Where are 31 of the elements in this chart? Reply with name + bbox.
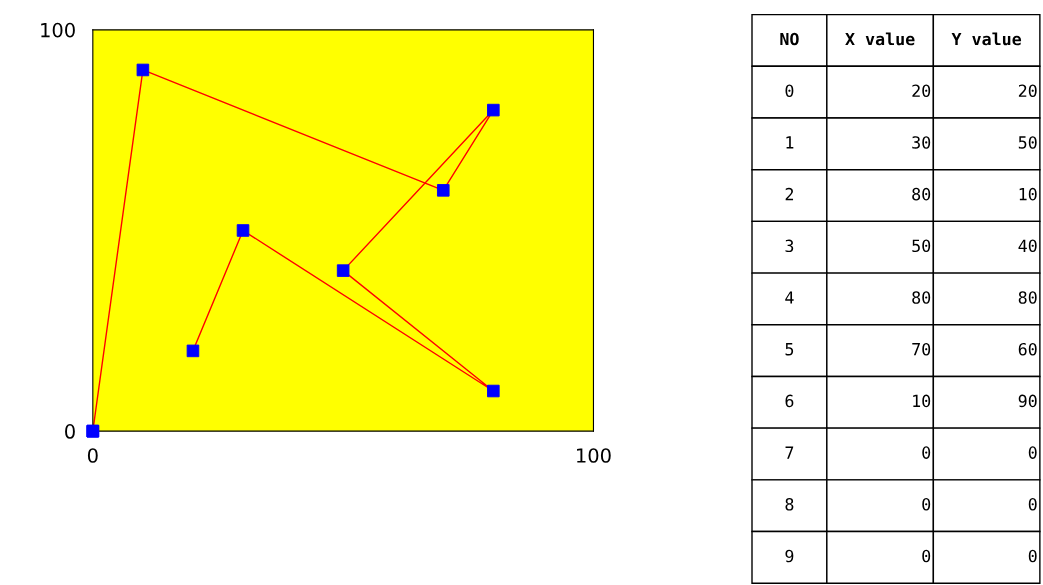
text: 40 [1018, 239, 1037, 253]
text: NO [780, 32, 799, 46]
text: 50 [1018, 136, 1037, 149]
text: 2 [785, 187, 794, 201]
text: 0 [922, 549, 931, 563]
text: 7 [785, 446, 794, 459]
text: 80 [912, 291, 931, 304]
text: 3 [785, 239, 794, 253]
text: 70 [912, 342, 931, 356]
text: 60 [1018, 342, 1037, 356]
text: 4 [785, 291, 794, 304]
text: 0 [1028, 549, 1037, 563]
text: 0 [785, 84, 794, 98]
text: 30 [912, 136, 931, 149]
text: X value [845, 32, 915, 46]
text: 10 [913, 394, 931, 408]
text: 10 [1019, 187, 1037, 201]
text: 90 [1018, 394, 1037, 408]
text: 0 [1028, 497, 1037, 511]
text: 1 [786, 136, 794, 149]
text: 9 [785, 549, 794, 563]
text: 50 [912, 239, 931, 253]
text: 5 [785, 343, 794, 356]
text: 80 [1018, 291, 1037, 304]
text: 0 [922, 497, 931, 511]
text: 20 [1018, 84, 1037, 98]
text: 20 [912, 84, 931, 98]
text: 8 [785, 497, 794, 511]
text: Y value [951, 32, 1022, 46]
text: 80 [912, 187, 931, 201]
text: 6 [785, 394, 794, 408]
